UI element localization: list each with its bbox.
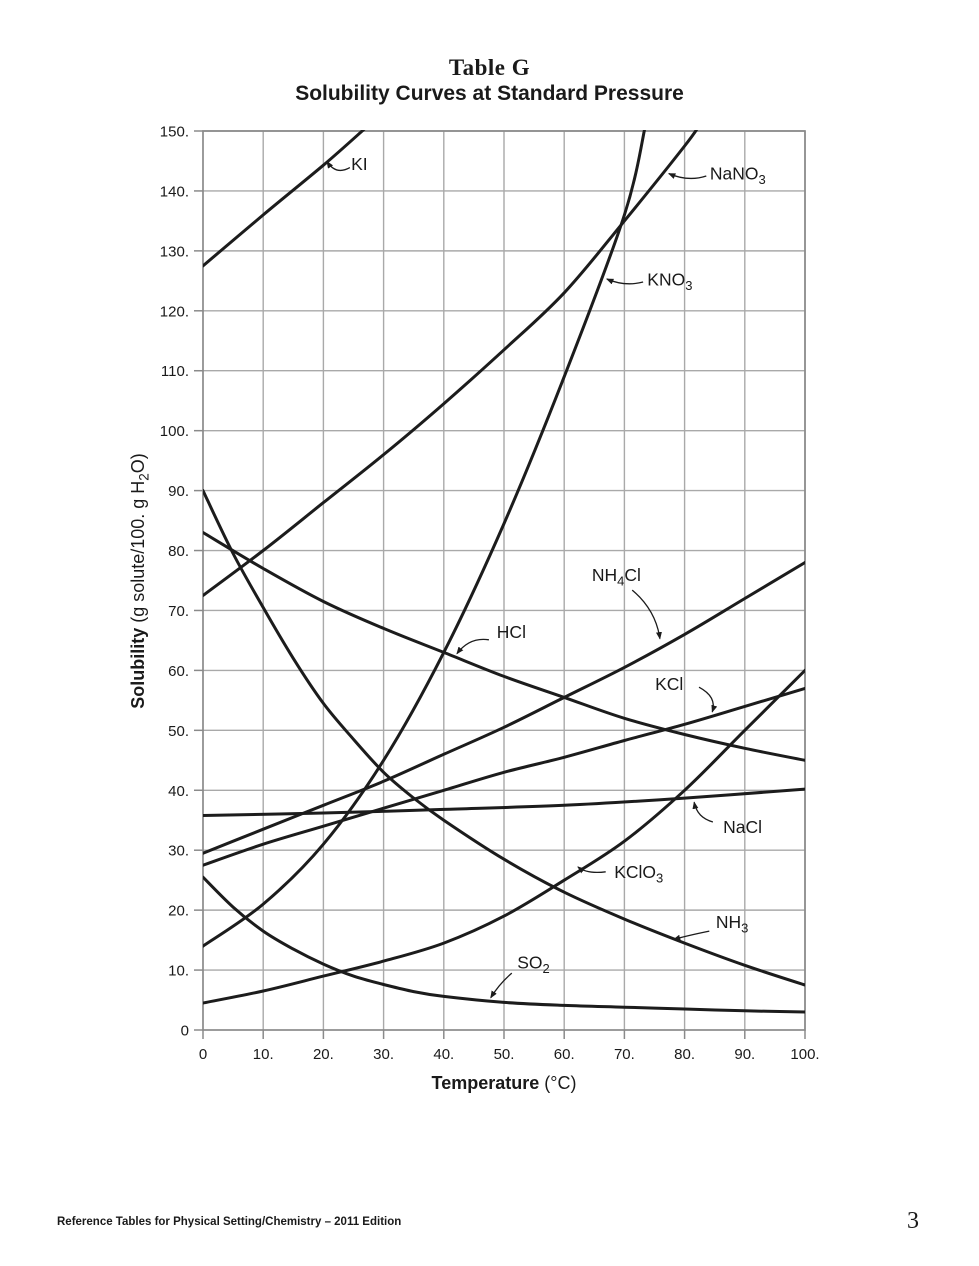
- axis-titles: Temperature (°C) Solubility (g solute/100…: [128, 453, 576, 1093]
- label-arrow-KCl: [698, 686, 718, 713]
- y-tick-label: 10.: [168, 963, 189, 980]
- label-arrow-KI: [326, 160, 351, 172]
- x-tick-label: 30.: [373, 1046, 394, 1063]
- curve-NH3: [203, 489, 805, 987]
- label-arrow-NH4Cl: [631, 589, 662, 640]
- y-axis-title: Solubility (g solute/100. g H2O): [128, 453, 152, 709]
- solubility-curves: [203, 130, 805, 1014]
- curve-labels: KI NaNO3 KNO3 NH4Cl HCl KCl NaCl KClO3 NH3 SO2: [326, 154, 766, 999]
- y-tick-label: 150.: [160, 124, 189, 141]
- label-arrow-NaCl: [692, 801, 714, 823]
- label-arrow-KClO3: [577, 866, 606, 874]
- curve-NaNO3: [203, 130, 699, 597]
- curve-KNO3: [203, 130, 646, 948]
- x-tick-label: 70.: [614, 1046, 635, 1063]
- x-tick-label: 80.: [674, 1046, 695, 1063]
- curve-KI: [203, 130, 366, 268]
- y-tick-label: 0: [181, 1023, 189, 1040]
- curve-HCl: [203, 531, 805, 762]
- footer-text: Reference Tables for Physical Setting/Ch…: [57, 1216, 402, 1228]
- curve-KCl: [203, 686, 805, 867]
- curve-KClO3: [203, 668, 805, 1005]
- y-tick-label: 30.: [168, 843, 189, 860]
- label-NH3: NH3: [716, 912, 749, 936]
- y-tick-label: 60.: [168, 663, 189, 680]
- label-arrow-KNO3: [605, 278, 644, 285]
- x-tick-label: 90.: [734, 1046, 755, 1063]
- y-tick-label: 140.: [160, 183, 189, 200]
- chart-subtitle: Solubility Curves at Standard Pressure: [295, 82, 684, 106]
- y-tick-label: 40.: [168, 783, 189, 800]
- curve-SO2: [203, 875, 805, 1014]
- label-HCl: HCl: [497, 622, 526, 642]
- label-arrow-SO2: [490, 972, 513, 999]
- label-SO2: SO2: [517, 952, 550, 976]
- x-tick-label: 10.: [253, 1046, 274, 1063]
- y-tick-label: 130.: [160, 243, 189, 260]
- x-tick-label: 40.: [433, 1046, 454, 1063]
- gridlines: [203, 130, 806, 1030]
- x-tick-label: 20.: [313, 1046, 334, 1063]
- y-tick-label: 70.: [168, 603, 189, 620]
- y-tick-label: 80.: [168, 543, 189, 560]
- label-arrow-HCl: [456, 638, 490, 655]
- x-tick-label: 100.: [790, 1046, 819, 1063]
- label-KI: KI: [351, 154, 368, 174]
- title-block: Table G Solubility Curves at Standard Pr…: [0, 55, 979, 107]
- page-number: 3: [907, 1208, 919, 1234]
- y-tick-label: 90.: [168, 483, 189, 500]
- y-tick-label: 20.: [168, 903, 189, 920]
- label-NaNO3: NaNO3: [710, 164, 766, 188]
- table-title: Table G: [448, 55, 531, 80]
- x-axis-title: Temperature (°C): [432, 1073, 577, 1093]
- label-KCl: KCl: [655, 674, 683, 694]
- label-NH4Cl: NH4Cl: [592, 565, 641, 589]
- curve-NaCl: [203, 787, 805, 817]
- x-tick-label: 60.: [554, 1046, 575, 1063]
- x-tick-label: 0: [199, 1046, 207, 1063]
- x-tick-label: 50.: [494, 1046, 515, 1063]
- axes: 0 10. 20. 30. 40. 50. 60. 70. 80. 90. 100. 0 10. 20. 3…: [160, 124, 820, 1064]
- page-footer: Reference Tables for Physical Setting/Ch…: [0, 1208, 979, 1242]
- y-tick-label: 120.: [160, 303, 189, 320]
- label-arrow-NH3: [672, 930, 710, 941]
- label-arrow-NaNO3: [667, 173, 707, 180]
- y-tick-label: 100.: [160, 423, 189, 440]
- label-KNO3: KNO3: [647, 270, 692, 294]
- y-tick-label: 110.: [161, 363, 189, 380]
- label-NaCl: NaCl: [723, 817, 762, 837]
- label-KClO3: KClO3: [614, 862, 663, 886]
- y-tick-label: 50.: [168, 723, 189, 740]
